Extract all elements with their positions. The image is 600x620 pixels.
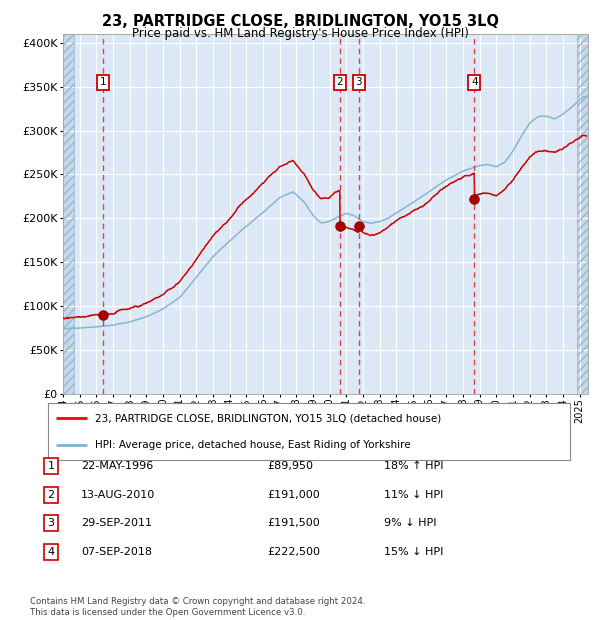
- Text: Price paid vs. HM Land Registry's House Price Index (HPI): Price paid vs. HM Land Registry's House …: [131, 27, 469, 40]
- Text: £191,500: £191,500: [267, 518, 320, 528]
- Text: HPI: Average price, detached house, East Riding of Yorkshire: HPI: Average price, detached house, East…: [95, 440, 410, 450]
- Text: 18% ↑ HPI: 18% ↑ HPI: [384, 461, 443, 471]
- Bar: [577, 34, 588, 394]
- Text: £222,500: £222,500: [267, 547, 320, 557]
- Text: 3: 3: [356, 78, 362, 87]
- Text: £191,000: £191,000: [267, 490, 320, 500]
- Text: 1: 1: [47, 461, 55, 471]
- Text: 3: 3: [47, 518, 55, 528]
- Text: 29-SEP-2011: 29-SEP-2011: [81, 518, 152, 528]
- Bar: [63, 34, 74, 394]
- Text: 11% ↓ HPI: 11% ↓ HPI: [384, 490, 443, 500]
- Bar: [577, 34, 588, 394]
- Text: 13-AUG-2010: 13-AUG-2010: [81, 490, 155, 500]
- Bar: [63, 34, 74, 394]
- Text: 23, PARTRIDGE CLOSE, BRIDLINGTON, YO15 3LQ (detached house): 23, PARTRIDGE CLOSE, BRIDLINGTON, YO15 3…: [95, 414, 441, 423]
- Text: 9% ↓ HPI: 9% ↓ HPI: [384, 518, 437, 528]
- Text: 2: 2: [337, 78, 343, 87]
- Text: 22-MAY-1996: 22-MAY-1996: [81, 461, 153, 471]
- Text: £89,950: £89,950: [267, 461, 313, 471]
- Text: 4: 4: [471, 78, 478, 87]
- Text: 07-SEP-2018: 07-SEP-2018: [81, 547, 152, 557]
- Text: 15% ↓ HPI: 15% ↓ HPI: [384, 547, 443, 557]
- Text: 4: 4: [47, 547, 55, 557]
- Text: 1: 1: [100, 78, 106, 87]
- Text: Contains HM Land Registry data © Crown copyright and database right 2024.
This d: Contains HM Land Registry data © Crown c…: [30, 598, 365, 617]
- Text: 2: 2: [47, 490, 55, 500]
- Text: 23, PARTRIDGE CLOSE, BRIDLINGTON, YO15 3LQ: 23, PARTRIDGE CLOSE, BRIDLINGTON, YO15 3…: [101, 14, 499, 29]
